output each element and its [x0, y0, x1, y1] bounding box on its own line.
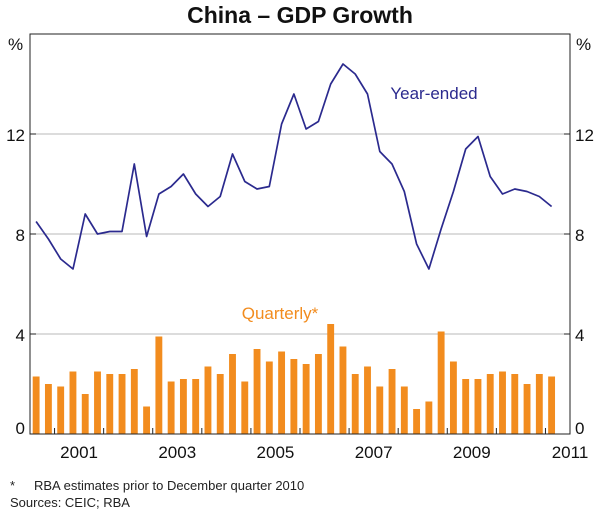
quarterly-bar-30 — [400, 386, 408, 434]
y-tick-left-0: 0 — [16, 419, 25, 438]
quarterly-bar-18 — [253, 349, 261, 434]
quarterly-bar-8 — [130, 369, 138, 434]
x-tick-label-2001: 2001 — [60, 443, 98, 462]
footnote-rba-estimates: * RBA estimates prior to December quarter… — [10, 478, 304, 493]
footnote-sources: Sources: CEIC; RBA — [10, 495, 130, 510]
y-tick-right-8: 8 — [575, 226, 584, 245]
quarterly-bar-26 — [351, 374, 359, 434]
quarterly-bar-33 — [437, 331, 445, 434]
quarterly-bar-1 — [44, 384, 52, 434]
quarterly-bar-40 — [523, 384, 531, 434]
quarterly-bar-0 — [32, 376, 40, 434]
y-unit-right: % — [576, 35, 591, 54]
gdp-growth-chart: 0 0 4 4 8 8 12 12% % 2001 2003 2005 2007 2009 2011 Yea… — [6, 33, 594, 462]
quarterly-bar-11 — [167, 381, 175, 434]
y-tick-right-12: 12 — [575, 126, 594, 145]
x-tick-label-2011: 2011 — [552, 443, 589, 462]
x-tick-label-2007: 2007 — [355, 443, 393, 462]
quarterly-bar-4 — [81, 394, 89, 434]
quarterly-bar-23 — [314, 354, 322, 434]
quarterly-bar-6 — [106, 374, 114, 434]
quarterly-bar-20 — [278, 351, 286, 434]
series-labels: Year-ended Quarterly* — [242, 84, 478, 323]
quarterly-bar-15 — [216, 374, 224, 434]
axes: 0 0 4 4 8 8 12 12% % 2001 2003 2005 2007 2009 2011 — [6, 35, 594, 462]
quarterly-bar-12 — [179, 379, 187, 434]
x-tick-label-2005: 2005 — [257, 443, 295, 462]
year-ended-line — [35, 63, 553, 270]
quarterly-bar-41 — [535, 374, 543, 434]
quarterly-bar-27 — [364, 366, 371, 434]
quarterly-bar-5 — [94, 371, 101, 434]
quarterly-bar-13 — [192, 379, 200, 434]
quarterly-bar-32 — [425, 401, 433, 434]
x-tick-label-2009: 2009 — [453, 443, 491, 462]
footnote-star: * — [10, 478, 16, 493]
quarterly-bar-35 — [462, 379, 470, 434]
quarterly-bar-9 — [143, 406, 151, 434]
y-tick-right-0: 0 — [575, 419, 584, 438]
quarterly-bar-22 — [302, 364, 310, 434]
quarterly-bar-37 — [486, 374, 494, 434]
quarterly-bar-36 — [474, 379, 482, 434]
quarterly-bar-14 — [204, 366, 212, 434]
quarterly-bar-17 — [241, 381, 249, 434]
quarterly-bar-16 — [229, 354, 236, 434]
chart-title: China – GDP Growth — [187, 2, 413, 28]
year-ended-series-line — [35, 63, 553, 270]
quarterly-bar-29 — [388, 369, 396, 434]
quarterly-bar-3 — [69, 371, 77, 434]
quarterly-bar-10 — [155, 336, 163, 434]
label-year-ended: Year-ended — [390, 84, 477, 103]
y-tick-left-12: 12 — [6, 126, 25, 145]
footnote-text: RBA estimates prior to December quarter … — [34, 478, 305, 493]
quarterly-bar-25 — [339, 346, 347, 434]
quarterly-bar-39 — [511, 374, 519, 434]
y-unit-left: % — [8, 35, 23, 54]
y-tick-left-4: 4 — [16, 326, 25, 345]
y-tick-left-8: 8 — [16, 226, 25, 245]
x-tick-label-2003: 2003 — [158, 443, 196, 462]
gridlines — [30, 133, 570, 335]
quarterly-bar-34 — [449, 361, 457, 434]
quarterly-bar-7 — [118, 374, 126, 434]
quarterly-bar-2 — [57, 386, 65, 434]
y-tick-right-4: 4 — [575, 326, 584, 345]
quarterly-bar-19 — [265, 361, 273, 434]
quarterly-bar-31 — [413, 409, 421, 434]
quarterly-bar-42 — [548, 376, 556, 434]
label-quarterly: Quarterly* — [242, 304, 319, 323]
quarterly-bar-28 — [376, 386, 384, 434]
quarterly-bar-38 — [499, 371, 506, 434]
quarterly-bars — [32, 324, 556, 434]
quarterly-bar-21 — [290, 359, 298, 434]
quarterly-bar-24 — [327, 324, 335, 434]
